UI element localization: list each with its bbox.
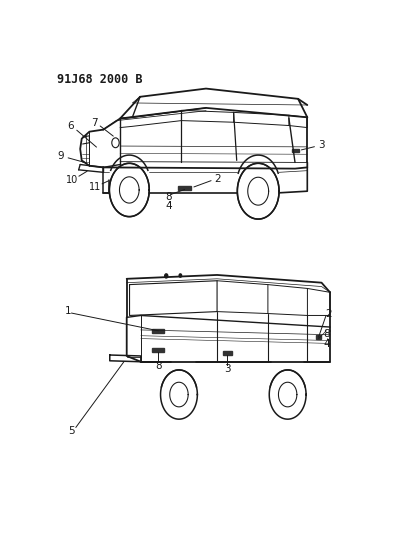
FancyBboxPatch shape bbox=[178, 186, 191, 190]
Text: 8: 8 bbox=[323, 329, 329, 339]
Bar bbox=[316, 335, 322, 338]
Text: 91J68 2000 B: 91J68 2000 B bbox=[57, 73, 143, 86]
Text: 1: 1 bbox=[65, 305, 72, 316]
Text: •: • bbox=[325, 337, 328, 342]
Text: 3: 3 bbox=[224, 364, 230, 374]
Text: 4: 4 bbox=[165, 201, 172, 212]
Bar bbox=[152, 348, 164, 352]
Text: 10: 10 bbox=[66, 175, 78, 185]
FancyBboxPatch shape bbox=[292, 149, 299, 152]
Text: 9: 9 bbox=[58, 151, 65, 161]
Text: 8: 8 bbox=[155, 361, 162, 370]
Circle shape bbox=[179, 274, 182, 277]
Bar bbox=[223, 351, 232, 355]
Text: 6: 6 bbox=[67, 122, 74, 131]
Text: 8: 8 bbox=[165, 192, 172, 202]
Bar bbox=[152, 329, 164, 333]
Circle shape bbox=[165, 274, 168, 278]
Text: 5: 5 bbox=[68, 426, 74, 437]
Text: 11: 11 bbox=[89, 182, 102, 192]
Text: 3: 3 bbox=[318, 140, 324, 150]
Text: 2: 2 bbox=[326, 309, 332, 319]
Text: 7: 7 bbox=[91, 118, 98, 127]
Text: •: • bbox=[167, 200, 170, 205]
Text: 4: 4 bbox=[323, 339, 329, 349]
Text: 2: 2 bbox=[214, 174, 221, 184]
